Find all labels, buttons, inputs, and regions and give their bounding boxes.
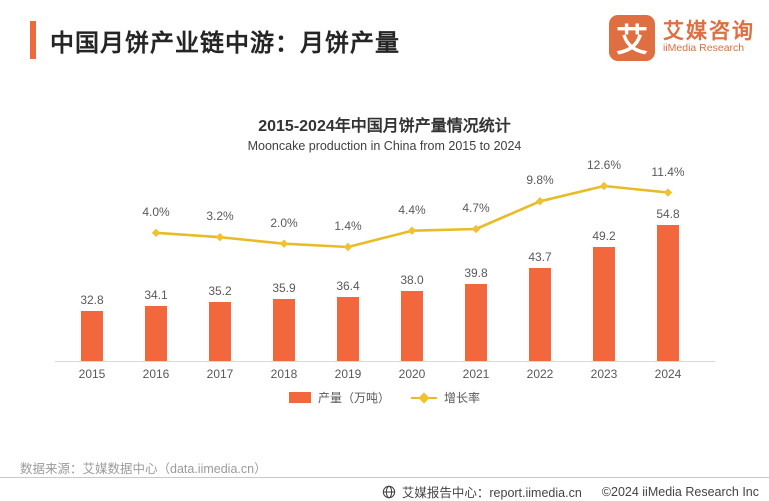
chart-column-2018: 35.9 2018	[252, 165, 316, 381]
growth-rate-label: 1.4%	[334, 219, 362, 233]
growth-rate-label: 4.4%	[398, 202, 426, 217]
imedia-logo: 艾 艾媒咨询 iiMedia Research	[609, 15, 755, 61]
chart-column-2016: 34.1 2016	[124, 165, 188, 381]
legend-bar-swatch	[288, 392, 311, 403]
imedia-logo-icon: 艾	[609, 15, 655, 61]
chart-column-2017: 35.2 2017	[188, 165, 252, 381]
footer-divider	[0, 477, 769, 478]
bar-value-label: 35.2	[208, 283, 232, 298]
bar-2019	[337, 296, 359, 361]
chart-column-2019: 36.4 2019	[316, 165, 380, 381]
bar-2020	[401, 290, 423, 361]
logo-name-cn: 艾媒咨询	[663, 20, 755, 44]
page-footer: 艾媒报告中心：report.iimedia.cn ©2024 iiMedia R…	[382, 482, 759, 501]
bar-value-label: 34.1	[144, 287, 168, 302]
title-accent-bar	[30, 21, 36, 59]
x-axis-label: 2018	[270, 367, 298, 381]
chart-column-2022: 43.7 2022	[508, 165, 572, 381]
chart-subtitle: Mooncake production in China from 2015 t…	[247, 139, 522, 153]
footer-copyright: ©2024 iiMedia Research Inc	[601, 484, 759, 499]
page-header: 中国月饼产业链中游：月饼产量	[30, 21, 400, 59]
growth-rate-label: 9.8%	[526, 173, 554, 188]
growth-rate-label: 12.6%	[586, 158, 622, 172]
x-axis-label: 2021	[462, 367, 490, 381]
growth-rate-label: 2.0%	[270, 215, 298, 230]
chart-column-2024: 54.8 2024	[636, 165, 700, 381]
data-source-note: 数据来源：艾媒数据中心（data.iimedia.cn）	[20, 462, 267, 476]
growth-rate-label: 4.0%	[142, 204, 170, 219]
legend-line-label: 增长率	[444, 391, 481, 405]
bar-value-label: 54.8	[656, 206, 680, 221]
bar-2023	[593, 246, 615, 361]
bar-2016	[145, 305, 167, 361]
footer-report-center: 艾媒报告中心：report.iimedia.cn	[401, 486, 582, 500]
bar-value-label: 43.7	[528, 250, 552, 265]
bar-value-label: 35.9	[272, 280, 296, 295]
bar-2022	[529, 268, 551, 361]
growth-rate-label: 3.2%	[206, 209, 234, 224]
bar-value-label: 36.4	[336, 278, 360, 293]
legend-bar-label: 产量（万吨）	[317, 391, 390, 405]
growth-rate-label: 4.7%	[462, 201, 490, 215]
x-axis-label: 2017	[206, 367, 234, 381]
bar-2021	[465, 283, 487, 361]
x-axis-label: 2024	[654, 367, 682, 381]
logo-name-en: iiMedia Research	[663, 42, 745, 55]
x-axis-label: 2023	[590, 367, 618, 381]
chart-column-2021: 39.8 2021	[444, 165, 508, 381]
bar-2018	[273, 298, 295, 361]
page-title: 中国月饼产业链中游：月饼产量	[50, 29, 400, 57]
chart-column-2023: 49.2 2023	[572, 165, 636, 381]
bar-2015	[81, 311, 103, 361]
bar-value-label: 49.2	[592, 228, 616, 243]
x-axis-label: 2019	[334, 367, 362, 381]
bar-2024	[657, 225, 679, 361]
x-axis-label: 2022	[526, 367, 554, 381]
x-axis-label: 2016	[142, 367, 170, 381]
plot-area: 32.8 2015 34.1 2016 35.2 2017 35.9 2018 36.4 2019…	[60, 158, 700, 381]
bar-value-label: 38.0	[400, 272, 424, 287]
x-axis-label: 2015	[78, 367, 106, 381]
x-axis-label: 2020	[398, 367, 426, 381]
bar-value-label: 32.8	[80, 292, 104, 307]
globe-icon	[382, 485, 396, 498]
x-axis-line	[55, 361, 715, 362]
bar-2017	[209, 301, 231, 361]
chart-column-2020: 38.0 2020	[380, 165, 444, 381]
chart-title: 2015-2024年中国月饼产量情况统计	[258, 118, 511, 135]
growth-rate-label: 11.4%	[651, 164, 685, 179]
bar-value-label: 39.8	[464, 265, 488, 280]
imedia-logo-text: 艾媒咨询 iiMedia Research	[663, 21, 755, 55]
chart-legend: 产量（万吨） 增长率	[0, 389, 769, 406]
legend-line-swatch	[411, 391, 437, 404]
chart-column-2015: 32.8 2015	[60, 165, 124, 381]
